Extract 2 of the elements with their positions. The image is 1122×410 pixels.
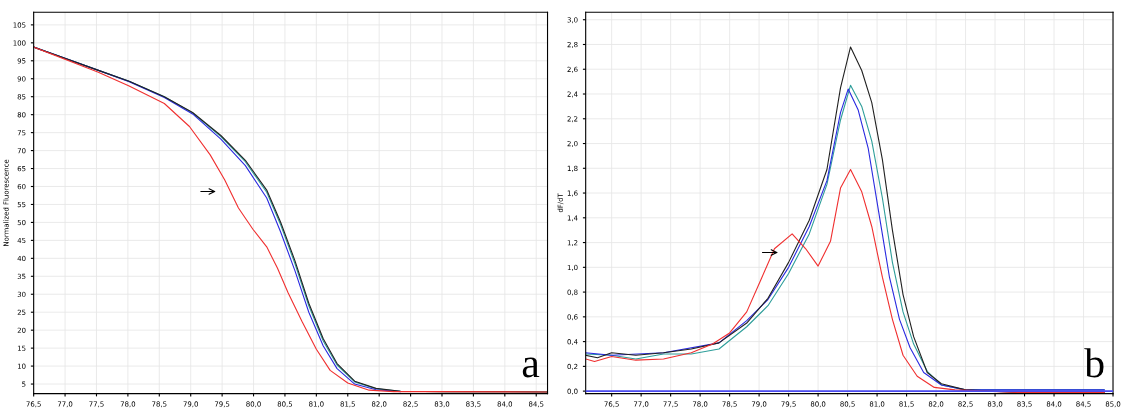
annotation: b bbox=[1084, 348, 1104, 378]
annotation: a bbox=[522, 357, 540, 378]
